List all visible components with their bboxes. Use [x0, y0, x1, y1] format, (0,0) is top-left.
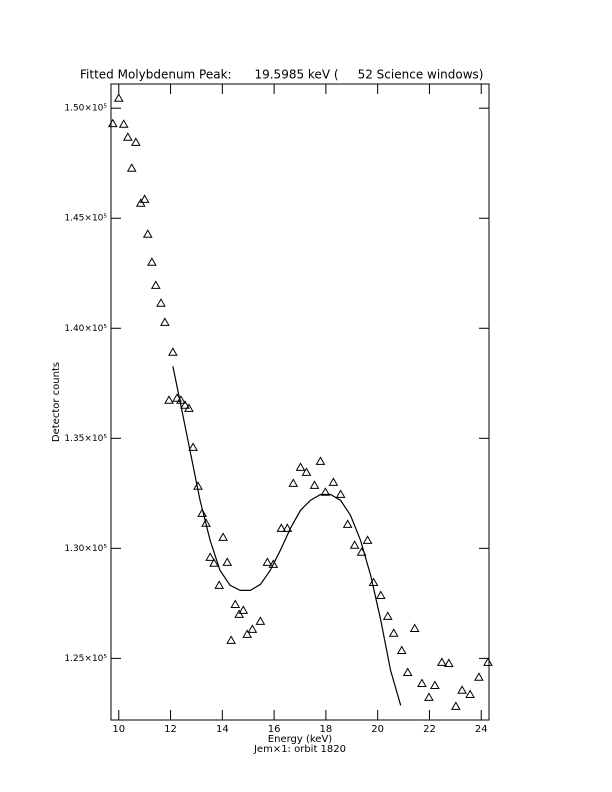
data-point [309, 480, 320, 489]
subtitle: Jem×1: orbit 1820 [253, 744, 346, 755]
data-point [176, 395, 186, 404]
plot-frame [110, 83, 490, 721]
data-point [130, 137, 141, 146]
data-point [388, 628, 399, 637]
data-point [444, 658, 454, 667]
data-point [159, 317, 170, 326]
data-point [230, 599, 241, 608]
data-point [139, 194, 150, 203]
y-tick-label: 1.35×10⁵ [64, 434, 107, 444]
data-point [247, 624, 258, 633]
data-point [288, 478, 299, 487]
x-tick-label: 10 [112, 724, 125, 735]
data-point [255, 616, 266, 625]
data-point [430, 680, 440, 689]
data-point [113, 93, 124, 102]
y-tick-label: 1.50×10⁵ [64, 104, 107, 114]
x-tick-label: 24 [475, 724, 488, 735]
data-point [335, 489, 346, 498]
data-point [242, 629, 253, 638]
chart-title: Fitted Molybdenum Peak: 19.5985 keV ( 52… [80, 68, 483, 82]
fit-line [172, 366, 402, 706]
data-point [282, 523, 293, 532]
data-point [368, 577, 379, 586]
x-tick-label: 12 [164, 724, 177, 735]
data-point [315, 456, 326, 465]
data-point [164, 395, 174, 404]
data-point [147, 257, 157, 266]
data-point [276, 523, 287, 532]
y-tick-label: 1.45×10⁵ [64, 214, 107, 224]
data-point [382, 611, 393, 620]
data-point [122, 132, 133, 141]
data-point [268, 559, 279, 568]
data-point [238, 605, 249, 614]
data-point [126, 163, 137, 172]
data-point [197, 508, 207, 517]
data-point [218, 532, 228, 541]
data-point [142, 229, 153, 238]
data-point [188, 442, 198, 451]
data-point [156, 298, 166, 307]
data-point [214, 580, 225, 589]
data-point [375, 590, 386, 599]
data-point [209, 558, 219, 567]
x-axis-label: Energy (keV) [268, 734, 333, 745]
data-point [342, 519, 353, 528]
data-point [409, 623, 420, 632]
x-tick-label: 16 [268, 724, 281, 735]
y-tick-label: 1.30×10⁵ [64, 544, 107, 554]
x-tick-label: 22 [423, 724, 436, 735]
data-point [262, 557, 273, 566]
data-point [107, 118, 118, 128]
data-point [349, 540, 360, 549]
data-point [362, 535, 373, 544]
y-tick-label: 1.25×10⁵ [64, 654, 107, 664]
data-point [328, 477, 339, 486]
x-tick-label: 18 [320, 724, 333, 735]
data-point [424, 692, 434, 701]
data-point [402, 667, 413, 676]
y-axis-label: Detector counts [51, 362, 62, 442]
data-point [465, 689, 475, 698]
data-point [483, 657, 493, 666]
y-tick-label: 1.40×10⁵ [64, 324, 107, 334]
data-point [301, 467, 312, 476]
data-point [320, 487, 331, 496]
data-point [474, 672, 484, 681]
x-tick-label: 20 [371, 724, 384, 735]
data-point [226, 635, 236, 644]
data-point [437, 657, 447, 666]
data-point [184, 403, 194, 412]
data-point [118, 119, 129, 128]
data-point [180, 400, 190, 409]
x-tick-label: 14 [216, 724, 229, 735]
data-point [417, 678, 427, 687]
data-point [450, 701, 461, 710]
data-point [150, 280, 161, 289]
data-point [457, 685, 467, 694]
data-point [168, 347, 178, 356]
data-point [222, 557, 233, 566]
data-point [295, 462, 306, 471]
data-point [205, 552, 216, 561]
data-point [396, 645, 407, 654]
